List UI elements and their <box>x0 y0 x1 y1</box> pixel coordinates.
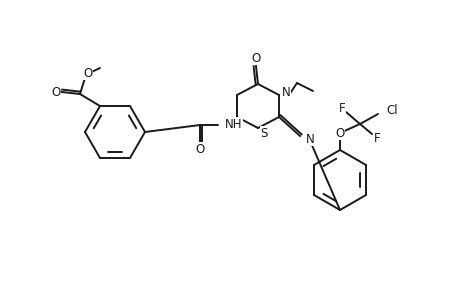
Text: NH: NH <box>224 118 242 130</box>
Text: O: O <box>195 142 204 155</box>
Text: O: O <box>335 127 344 140</box>
Text: F: F <box>338 101 345 115</box>
Text: O: O <box>251 52 260 64</box>
Text: S: S <box>260 127 267 140</box>
Text: Cl: Cl <box>385 103 397 116</box>
Text: N: N <box>281 85 290 98</box>
Text: F: F <box>373 131 380 145</box>
Text: O: O <box>51 85 61 98</box>
Text: O: O <box>83 67 92 80</box>
Text: N: N <box>305 133 314 146</box>
